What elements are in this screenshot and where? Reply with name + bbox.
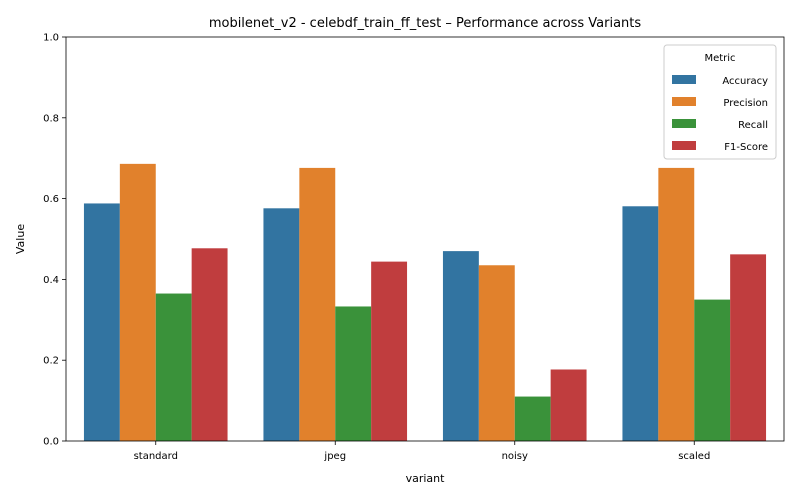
y-tick-label: 0.2 bbox=[43, 356, 59, 367]
legend-swatch-recall bbox=[672, 119, 696, 128]
x-tick-label-scaled: scaled bbox=[678, 451, 710, 462]
bar-scaled-f1-score bbox=[730, 254, 767, 441]
y-tick-label: 0.0 bbox=[43, 437, 59, 448]
y-tick-label: 1.0 bbox=[43, 33, 59, 44]
legend-title: Metric bbox=[704, 53, 735, 64]
y-tick-label: 0.6 bbox=[43, 194, 59, 205]
bar-scaled-recall bbox=[694, 299, 731, 441]
axes-layer: 0.0 0.2 0.4 0.6 0.8 1.0 standard jpeg noisy scale… bbox=[43, 33, 785, 462]
legend-swatch-accuracy bbox=[672, 75, 696, 84]
legend-swatch-precision bbox=[672, 97, 696, 106]
bar-jpeg-precision bbox=[299, 167, 336, 441]
bar-jpeg-recall bbox=[335, 306, 372, 441]
x-tick-label-standard: standard bbox=[134, 451, 178, 462]
bar-jpeg-accuracy bbox=[263, 208, 300, 441]
legend-label-recall: Recall bbox=[738, 120, 768, 131]
bar-standard-precision bbox=[119, 163, 156, 442]
bar-jpeg-f1-score bbox=[371, 261, 408, 441]
legend-box bbox=[663, 44, 777, 160]
bar-noisy-f1-score bbox=[550, 369, 587, 441]
bar-scaled-precision bbox=[658, 167, 695, 441]
bar-standard-accuracy bbox=[83, 203, 120, 441]
legend-label-precision: Precision bbox=[723, 98, 768, 109]
x-tick-label-noisy: noisy bbox=[502, 451, 528, 462]
y-tick-label: 0.4 bbox=[43, 275, 59, 286]
y-axis-label: Value bbox=[14, 224, 27, 254]
bar-noisy-accuracy bbox=[442, 251, 479, 441]
plot-frame bbox=[65, 36, 785, 442]
y-tick-label: 0.8 bbox=[43, 113, 59, 124]
chart-title: mobilenet_v2 - celebdf_train_ff_test – P… bbox=[209, 16, 642, 31]
x-axis-label: variant bbox=[406, 472, 446, 485]
bars-layer bbox=[83, 163, 767, 442]
bar-standard-f1-score bbox=[191, 248, 228, 441]
bar-scaled-accuracy bbox=[622, 206, 659, 441]
legend-label-accuracy: Accuracy bbox=[722, 76, 768, 87]
legend: Metric Accuracy Precision Recall F1-Score bbox=[663, 44, 777, 160]
legend-swatch-f1-score bbox=[672, 141, 696, 150]
bar-noisy-recall bbox=[514, 396, 551, 441]
bar-noisy-precision bbox=[478, 265, 515, 441]
x-tick-label-jpeg: jpeg bbox=[323, 451, 346, 462]
bar-standard-recall bbox=[155, 293, 192, 441]
legend-label-f1-score: F1-Score bbox=[724, 142, 768, 153]
